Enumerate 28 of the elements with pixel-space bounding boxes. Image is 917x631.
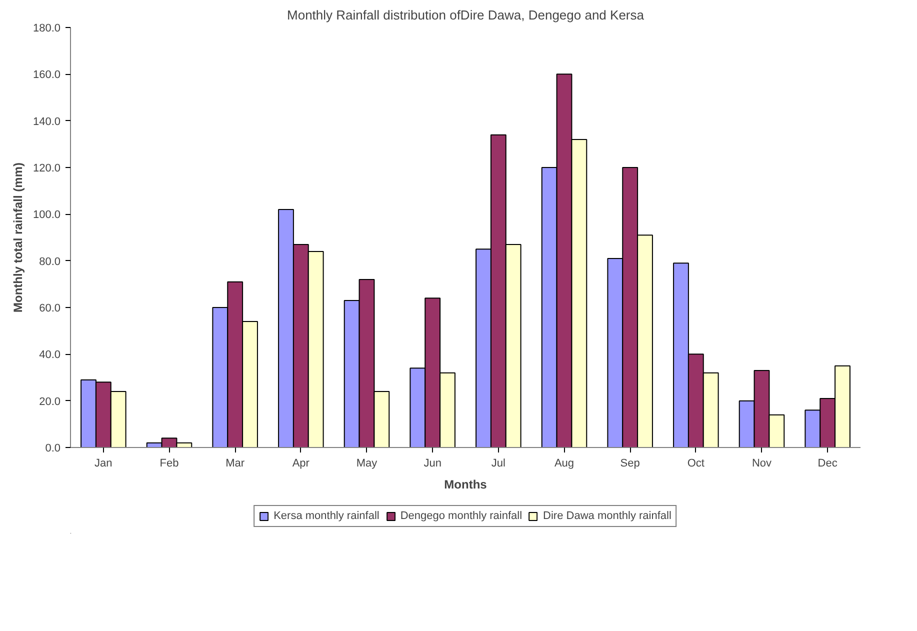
x-tick-label: Jun [424,458,442,470]
y-tick-label: 40.0 [39,349,61,362]
y-tick-label: 100.0 [32,209,61,222]
y-tick-label: 80.0 [39,256,61,268]
x-tick-label: Nov [752,458,772,470]
y-tick-label: 0.0 [45,442,61,454]
legend-label: Dire Dawa monthly rainfall [543,510,672,522]
x-tick-label: Apr [292,458,310,470]
legend-label: Kersa monthly rainfall [274,510,380,522]
y-tick-label: 160.0 [32,69,61,82]
y-tick-label: 20.0 [39,396,61,408]
x-tick-label: Feb [160,458,179,470]
y-tick-label: 120.0 [32,162,61,174]
chart-title: Monthly Rainfall distribution ofDire Dawa, Dengego and Kersa [287,8,645,22]
y-tick-label: 60.0 [39,302,61,314]
x-tick-label: Oct [687,458,704,470]
x-tick-label: Mar [226,458,245,470]
x-tick-label: Jul [491,458,506,470]
legend-label: Dengego monthly rainfall [400,510,522,522]
y-tick-label: 140.0 [32,116,61,128]
x-tick-label: Aug [554,458,574,470]
x-axis-title: Months [444,478,488,492]
x-tick-label: Dec [818,458,838,470]
x-tick-label: May [356,458,378,470]
y-axis-title: Monthly total rainfall (mm) [10,162,25,312]
x-tick-label: Jan [94,458,112,470]
x-tick-label: Sep [620,458,640,470]
y-tick-label: 180.0 [32,22,61,34]
